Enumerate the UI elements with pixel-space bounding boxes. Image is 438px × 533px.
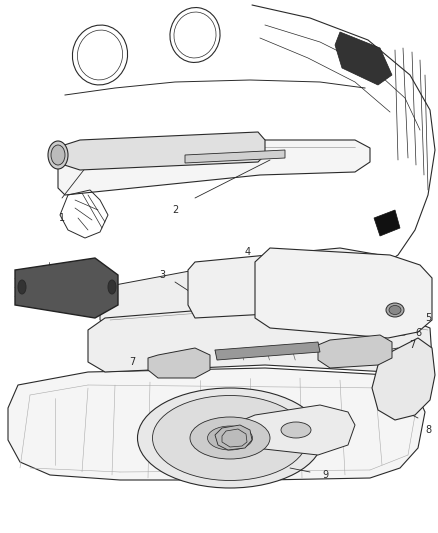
Text: 1: 1 bbox=[59, 213, 65, 223]
Ellipse shape bbox=[108, 280, 116, 294]
Polygon shape bbox=[318, 335, 392, 368]
Polygon shape bbox=[238, 405, 355, 455]
Polygon shape bbox=[58, 140, 370, 195]
Polygon shape bbox=[100, 270, 228, 328]
Text: 3: 3 bbox=[159, 270, 165, 280]
Text: 6: 6 bbox=[415, 328, 421, 338]
Ellipse shape bbox=[51, 145, 65, 165]
Ellipse shape bbox=[190, 417, 270, 459]
Ellipse shape bbox=[138, 388, 322, 488]
Ellipse shape bbox=[152, 395, 307, 481]
Polygon shape bbox=[15, 258, 118, 318]
Polygon shape bbox=[55, 132, 265, 170]
Ellipse shape bbox=[48, 141, 68, 169]
Text: 5: 5 bbox=[425, 313, 431, 323]
Polygon shape bbox=[215, 425, 252, 450]
Ellipse shape bbox=[18, 280, 26, 294]
Polygon shape bbox=[88, 305, 432, 372]
Polygon shape bbox=[148, 348, 210, 378]
Polygon shape bbox=[372, 338, 435, 420]
Polygon shape bbox=[215, 342, 320, 360]
Polygon shape bbox=[335, 32, 392, 85]
Text: 8: 8 bbox=[425, 425, 431, 435]
Ellipse shape bbox=[386, 303, 404, 317]
Text: 2: 2 bbox=[172, 205, 178, 215]
Text: 4: 4 bbox=[245, 247, 251, 257]
Polygon shape bbox=[8, 368, 425, 480]
Text: 7: 7 bbox=[409, 340, 415, 350]
Polygon shape bbox=[185, 150, 285, 163]
Polygon shape bbox=[188, 248, 385, 318]
Polygon shape bbox=[255, 248, 432, 338]
Ellipse shape bbox=[389, 305, 401, 314]
Ellipse shape bbox=[208, 426, 252, 450]
Text: 9: 9 bbox=[322, 470, 328, 480]
Polygon shape bbox=[374, 210, 400, 236]
Text: 10: 10 bbox=[24, 297, 36, 307]
Ellipse shape bbox=[281, 422, 311, 438]
Text: 7: 7 bbox=[129, 357, 135, 367]
